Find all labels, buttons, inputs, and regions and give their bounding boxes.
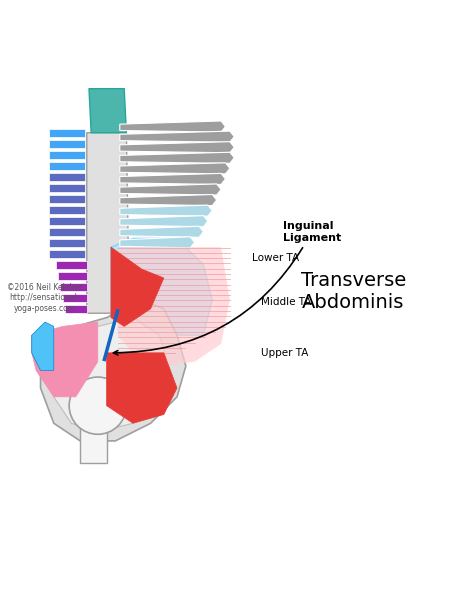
Polygon shape — [120, 121, 225, 132]
Text: Upper TA: Upper TA — [261, 348, 308, 358]
Polygon shape — [111, 238, 212, 335]
Polygon shape — [107, 353, 177, 423]
Polygon shape — [60, 283, 87, 291]
Polygon shape — [40, 300, 186, 441]
Polygon shape — [120, 142, 234, 153]
Polygon shape — [120, 194, 216, 206]
Polygon shape — [50, 140, 85, 148]
Polygon shape — [80, 415, 107, 463]
Polygon shape — [32, 322, 54, 370]
Polygon shape — [56, 261, 87, 269]
Polygon shape — [50, 173, 85, 181]
Circle shape — [69, 377, 126, 434]
Polygon shape — [120, 237, 195, 248]
Polygon shape — [50, 250, 85, 258]
Text: Lower TA: Lower TA — [252, 253, 299, 263]
Polygon shape — [50, 217, 85, 225]
Polygon shape — [50, 151, 85, 159]
Polygon shape — [120, 205, 212, 216]
Polygon shape — [50, 206, 85, 214]
Polygon shape — [50, 129, 85, 137]
Polygon shape — [63, 294, 87, 302]
Polygon shape — [111, 247, 164, 326]
Polygon shape — [120, 215, 208, 227]
Text: Transverse
Abdominis: Transverse Abdominis — [301, 271, 406, 311]
Polygon shape — [89, 89, 126, 133]
Polygon shape — [120, 163, 230, 174]
Polygon shape — [50, 228, 85, 236]
Polygon shape — [120, 131, 234, 142]
Text: ©2016 Neil Keleher
http://sensational-
yoga-poses.com: ©2016 Neil Keleher http://sensational- y… — [7, 283, 82, 313]
Polygon shape — [120, 152, 234, 163]
Polygon shape — [54, 317, 168, 432]
Text: Inguinal
Ligament: Inguinal Ligament — [113, 221, 341, 355]
Polygon shape — [120, 184, 221, 195]
Polygon shape — [58, 272, 87, 280]
Polygon shape — [50, 239, 85, 247]
Text: Middle TA: Middle TA — [261, 297, 311, 307]
Polygon shape — [120, 226, 203, 238]
Polygon shape — [120, 173, 225, 184]
Polygon shape — [50, 162, 85, 170]
Polygon shape — [117, 247, 230, 366]
Polygon shape — [50, 184, 85, 192]
Polygon shape — [65, 305, 87, 313]
Polygon shape — [32, 322, 98, 397]
Polygon shape — [87, 133, 129, 313]
Polygon shape — [50, 195, 85, 203]
